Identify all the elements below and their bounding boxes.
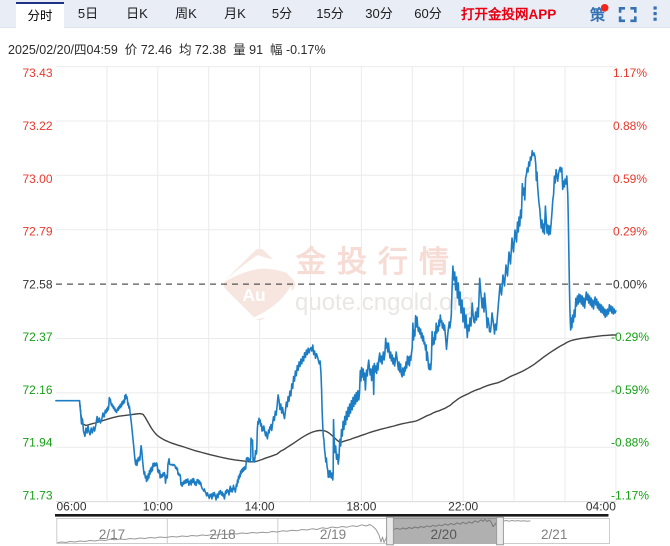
svg-text:71.94: 71.94 — [22, 436, 52, 450]
svg-text:-0.59%: -0.59% — [611, 383, 649, 397]
svg-text:0.00%: 0.00% — [613, 277, 647, 291]
svg-text:22:00: 22:00 — [448, 500, 478, 514]
svg-text:72.37: 72.37 — [22, 330, 52, 344]
svg-text:71.73: 71.73 — [22, 489, 52, 503]
svg-text:0.59%: 0.59% — [613, 172, 647, 186]
svg-text:2/18: 2/18 — [209, 527, 235, 542]
svg-text:-0.88%: -0.88% — [611, 436, 649, 450]
svg-text:10:00: 10:00 — [143, 500, 173, 514]
svg-text:14:00: 14:00 — [245, 500, 275, 514]
svg-text:2/20: 2/20 — [431, 527, 457, 542]
svg-text:-1.17%: -1.17% — [611, 489, 649, 503]
svg-text:04:00: 04:00 — [586, 500, 616, 514]
svg-text:73.43: 73.43 — [22, 66, 52, 80]
svg-text:18:00: 18:00 — [346, 500, 376, 514]
svg-text:72.58: 72.58 — [22, 277, 52, 291]
svg-text:06:00: 06:00 — [57, 500, 87, 514]
svg-text:2/21: 2/21 — [541, 527, 567, 542]
svg-text:73.22: 73.22 — [22, 119, 52, 133]
svg-text:1.17%: 1.17% — [613, 66, 647, 80]
svg-text:金投行情: 金投行情 — [295, 245, 460, 279]
svg-text:0.88%: 0.88% — [613, 119, 647, 133]
svg-text:quote.cngold.org: quote.cngold.org — [295, 289, 474, 316]
svg-text:73.00: 73.00 — [22, 172, 52, 186]
svg-text:72.79: 72.79 — [22, 225, 52, 239]
svg-text:2/19: 2/19 — [320, 527, 346, 542]
svg-text:72.16: 72.16 — [22, 383, 52, 397]
svg-text:2/17: 2/17 — [99, 527, 125, 542]
svg-text:Au: Au — [242, 285, 265, 305]
svg-text:0.29%: 0.29% — [613, 225, 647, 239]
svg-text:-0.29%: -0.29% — [611, 330, 649, 344]
